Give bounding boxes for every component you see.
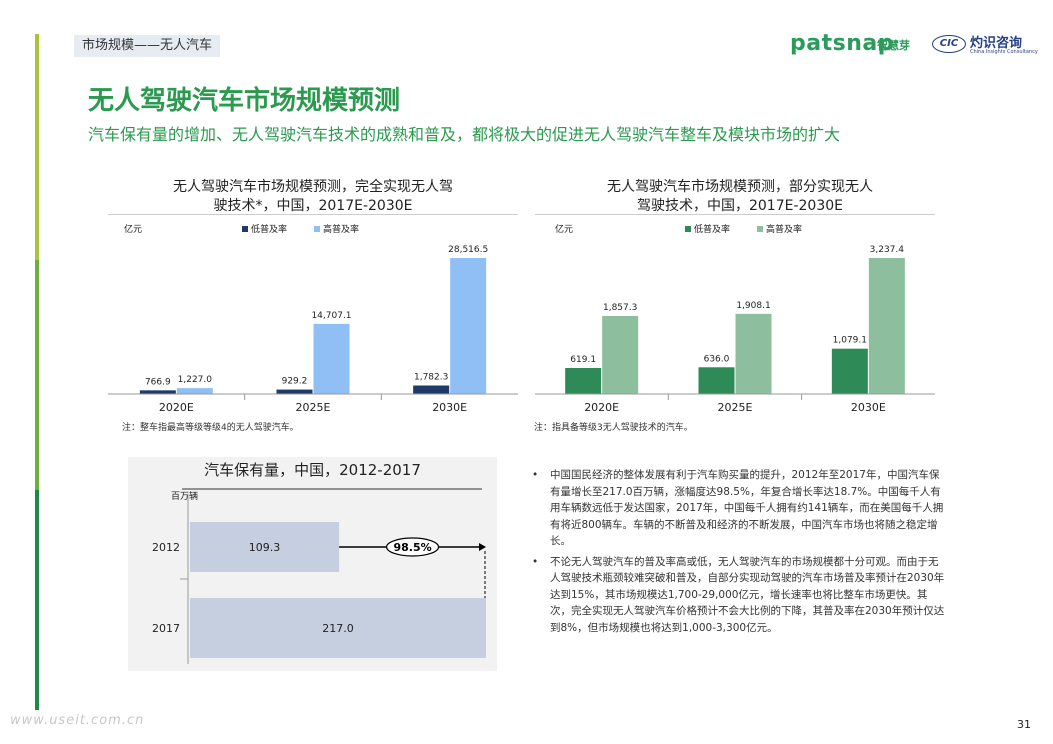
chart2-legend-swatch [685, 226, 691, 232]
chart1-svg: 低普及率 高普及率 766.9 1,227.0 2020E 929.2 14,707.1 20… [108, 214, 518, 414]
page-subtitle: 汽车保有量的增加、无人驾驶汽车技术的成熟和普及，都将极大的促进无人驾驶汽车整车及… [88, 125, 841, 144]
chart3-category-label: 2012 [152, 541, 180, 554]
chart2-title: 无人驾驶汽车市场规模预测，部分实现无人 驾驶技术，中国，2017E-2030E [560, 178, 920, 216]
bullet-item: • 中国国民经济的整体发展有利于汽车购买量的提升，2012年至2017年，中国汽… [532, 467, 947, 550]
chart1-data-label: 929.2 [282, 377, 308, 387]
chart3-unit: 百万辆 [171, 492, 199, 502]
chart2-data-label: 1,857.3 [603, 303, 637, 313]
chart2-data-label: 619.1 [570, 355, 596, 365]
chart2-data-label: 1,908.1 [736, 301, 770, 311]
chart1-bar [276, 389, 313, 394]
chart1-data-label: 14,707.1 [311, 311, 351, 321]
chart1-title: 无人驾驶汽车市场规模预测，完全实现无人驾 驶技术*，中国，2017E-2030E [118, 178, 508, 216]
bullet-text: 中国国民经济的整体发展有利于汽车购买量的提升，2012年至2017年，中国汽车保… [550, 469, 944, 547]
chart1-category-label: 2030E [432, 401, 467, 414]
patsnap-logo: patsnap [790, 31, 894, 56]
chart1-legend-label: 高普及率 [323, 223, 359, 235]
chart1-legend-swatch [242, 226, 248, 232]
bullet-dot: • [532, 555, 539, 568]
chart2-bar [565, 367, 602, 394]
patsnap-logo-cn: 智慧芽 [877, 39, 910, 52]
chart3-data-label: 109.3 [249, 541, 281, 554]
chart3-arrow-head [479, 543, 486, 551]
chart3-growth-badge [385, 537, 440, 557]
chart3-category-label: 2017 [152, 622, 180, 635]
chart1-title-line2: 驶技术*，中国，2017E-2030E [213, 198, 413, 214]
watermark: www.useit.com.cn [10, 713, 145, 728]
bullet-text: 不论无人驾驶汽车的普及率高或低，无人驾驶汽车的市场规模都十分可观。而由于无人驾驶… [550, 555, 945, 634]
cic-logo-en: China Insights Consultancy [970, 49, 1038, 55]
chart2-bar [831, 348, 868, 394]
chart2-category-label: 2020E [584, 401, 619, 414]
chart2-svg: 低普及率 高普及率 619.1 1,857.3 2020E 636.0 1,908.1 202… [535, 214, 935, 414]
chart1-data-label: 28,516.5 [448, 245, 488, 255]
chart1-data-label: 1,782.3 [414, 372, 448, 382]
chart2-bar [735, 313, 772, 394]
chart1-data-label: 766.9 [145, 377, 171, 387]
chart1-title-line1: 无人驾驶汽车市场规模预测，完全实现无人驾 [173, 179, 453, 195]
chart2-note: 注：指具备等级3无人驾驶技术的汽车。 [534, 423, 693, 433]
chart2-category-label: 2025E [718, 401, 753, 414]
chart2-data-label: 636.0 [704, 354, 730, 364]
chart3-data-label: 217.0 [322, 622, 354, 635]
chart2-legend-label: 高普及率 [766, 223, 802, 235]
chart2-data-label: 1,079.1 [833, 336, 867, 346]
chart3-bar [190, 522, 340, 572]
chart2-title-line2: 驾驶技术，中国，2017E-2030E [636, 198, 843, 214]
chart2-legend-swatch [757, 226, 763, 232]
chart3-growth-label: 98.5% [393, 541, 431, 554]
cic-logo-mark: CIC [932, 35, 966, 53]
chart1-legend-label: 低普及率 [251, 223, 287, 235]
chart1-data-label: 1,227.0 [178, 375, 213, 385]
chart1-bar [413, 385, 450, 394]
analysis-bullets: • 中国国民经济的整体发展有利于汽车购买量的提升，2012年至2017年，中国汽… [532, 467, 947, 640]
chart1-legend-swatch [314, 226, 320, 232]
chart2-data-label: 3,237.4 [870, 245, 905, 255]
chart2-category-label: 2030E [851, 401, 886, 414]
bullet-dot: • [532, 469, 539, 481]
chart1-bar [313, 323, 350, 394]
chart1-bar [176, 388, 213, 394]
chart3-svg: 109.3 2012 217.0 2017 98.5% [152, 488, 486, 664]
chart2-bar [602, 315, 639, 394]
chart3-bar [190, 598, 486, 658]
chart2-bar [868, 258, 905, 394]
chart2-unit: 亿元 [555, 225, 574, 235]
page-number: 31 [1017, 718, 1031, 731]
chart1-bar [139, 390, 176, 394]
chart1-unit: 亿元 [124, 225, 143, 235]
chart1-note: 注：整车指最高等级等级4的无人驾驶汽车。 [122, 423, 299, 433]
breadcrumb: 市场规模——无人汽车 [74, 35, 221, 57]
chart1-category-label: 2025E [296, 401, 331, 414]
chart2-title-line1: 无人驾驶汽车市场规模预测，部分实现无人 [607, 179, 873, 195]
cic-logo-cn: 灼识咨询 [970, 36, 1023, 51]
chart2-legend-label: 低普及率 [694, 223, 730, 235]
bullet-item: • 不论无人驾驶汽车的普及率高或低，无人驾驶汽车的市场规模都十分可观。而由于无人… [532, 554, 947, 637]
chart2-bar [698, 367, 735, 394]
chart3-title: 汽车保有量，中国，2012-2017 [204, 461, 421, 479]
chart1-bar [450, 258, 487, 394]
page-title: 无人驾驶汽车市场规模预测 [88, 86, 401, 116]
side-accent-bar [35, 34, 39, 710]
chart1-category-label: 2020E [159, 401, 194, 414]
